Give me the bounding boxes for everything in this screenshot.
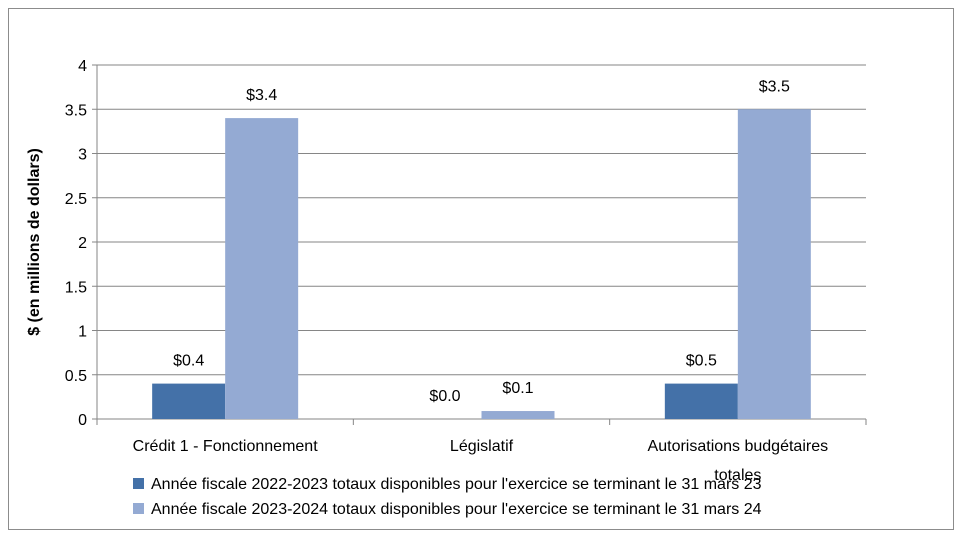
x-category-label: Législatif bbox=[450, 438, 514, 455]
bar-series2-cat1 bbox=[225, 118, 299, 419]
y-tick-label: 4 bbox=[78, 58, 87, 75]
y-tick-label: 1.5 bbox=[65, 279, 87, 296]
x-category-label: Crédit 1 - Fonctionnement bbox=[133, 438, 319, 455]
y-tick-label: 0 bbox=[78, 412, 87, 429]
data-label-series1-cat2: $0.0 bbox=[429, 388, 460, 405]
data-label-series1-cat3: $0.5 bbox=[686, 353, 717, 370]
y-axis-label: $ (en millions de dollars) bbox=[26, 148, 43, 336]
y-tick-label: 3 bbox=[78, 147, 87, 164]
legend-label-series2: Année fiscale 2023-2024 totaux disponibl… bbox=[151, 501, 762, 518]
bar-series2-cat2 bbox=[481, 411, 555, 419]
y-tick-label: 0.5 bbox=[65, 368, 87, 385]
x-category-label: totales bbox=[714, 467, 761, 484]
data-label-series2-cat3: $3.5 bbox=[759, 78, 790, 95]
bar-series2-cat3 bbox=[737, 109, 811, 419]
legend-swatch-series2 bbox=[133, 503, 144, 514]
bar-series1-cat1 bbox=[152, 383, 226, 419]
y-tick-label: 2.5 bbox=[65, 191, 87, 208]
y-tick-label: 2 bbox=[78, 235, 87, 252]
y-tick-label: 1 bbox=[78, 324, 87, 341]
x-category-label: Autorisations budgétaires bbox=[648, 438, 829, 455]
data-label-series1-cat1: $0.4 bbox=[173, 353, 204, 370]
bar-series1-cat3 bbox=[664, 383, 738, 419]
y-tick-label: 3.5 bbox=[65, 102, 87, 119]
legend-label-series1: Année fiscale 2022-2023 totaux disponibl… bbox=[151, 476, 762, 493]
data-label-series2-cat2: $0.1 bbox=[502, 380, 533, 397]
legend-swatch-series1 bbox=[133, 478, 144, 489]
data-label-series2-cat1: $3.4 bbox=[246, 87, 277, 104]
